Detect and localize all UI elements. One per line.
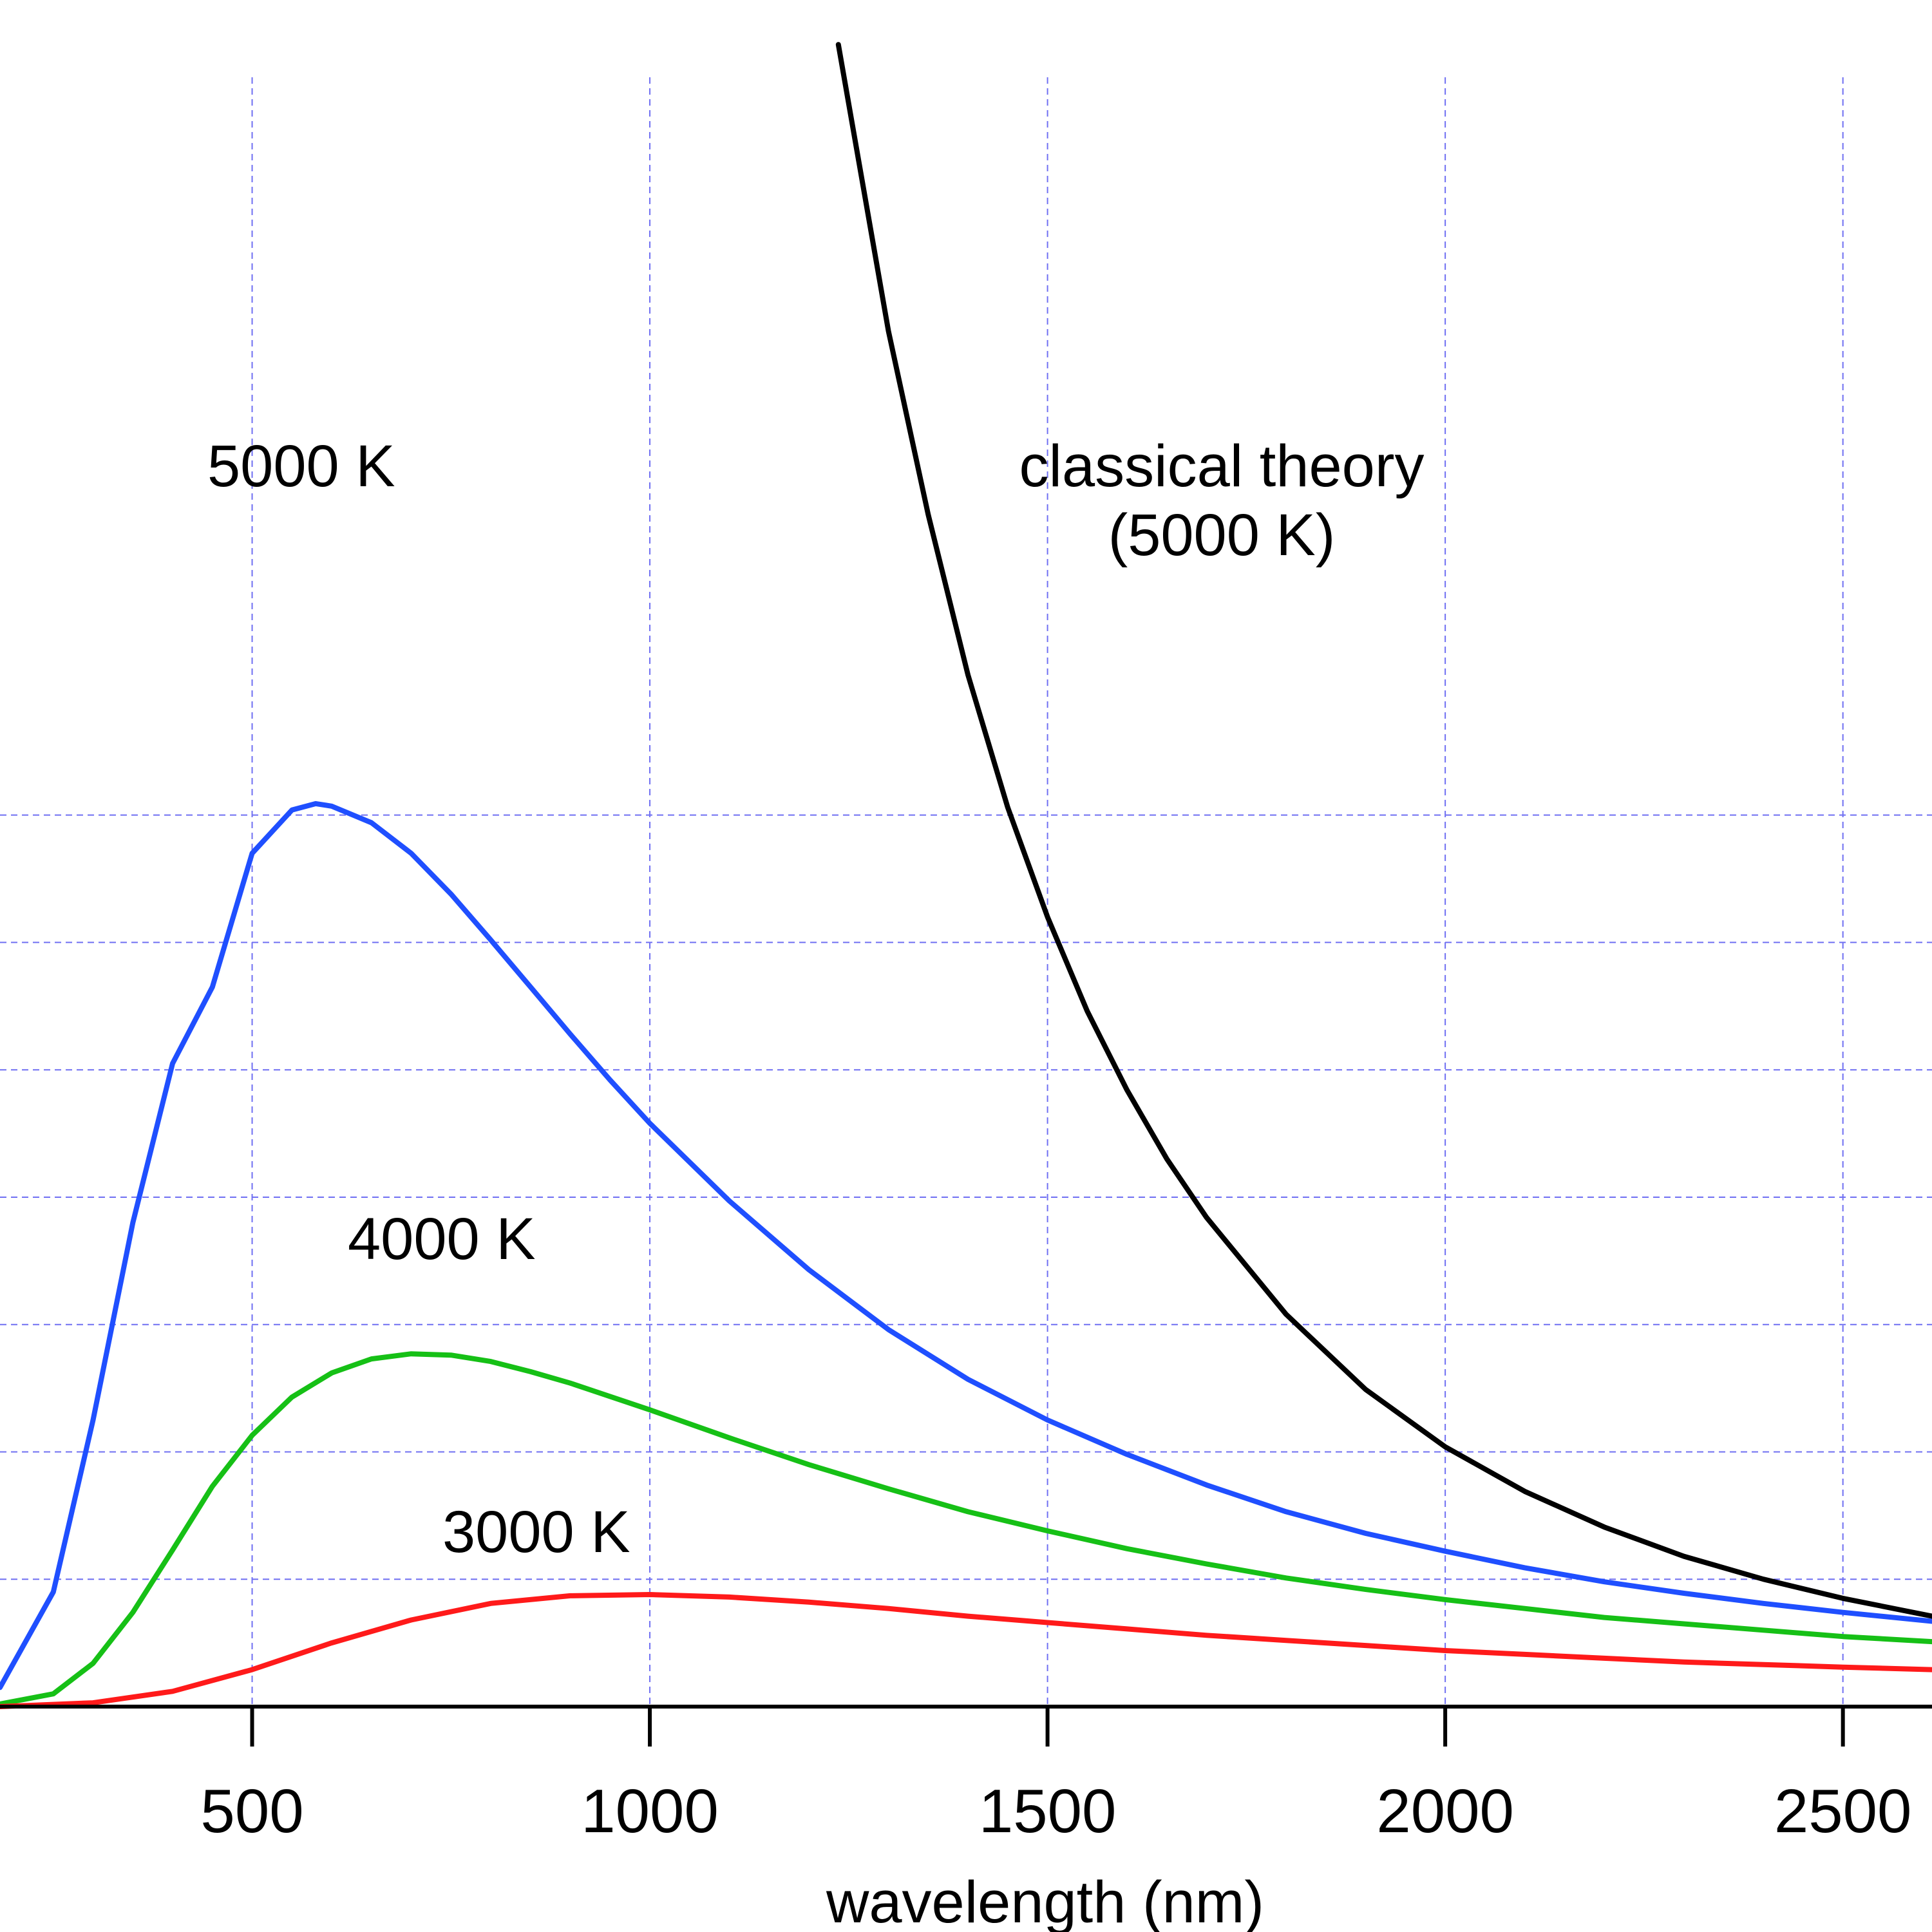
x-tick-label-1500: 1500 [979,1777,1117,1846]
x-axis-label: wavelength (nm) [826,1870,1264,1932]
curve-classical-5000k [835,42,1932,1619]
label-3000k: 3000 K [442,1499,630,1565]
curves [0,42,1932,1709]
x-tick-label-1000: 1000 [581,1777,719,1846]
curve-4000k [0,1351,1932,1707]
label-classical-line2: (5000 K) [1108,502,1336,568]
x-tick-label-2000: 2000 [1376,1777,1514,1846]
curve-3000k [0,1592,1932,1709]
grid [0,77,1932,1707]
label-4000k: 4000 K [348,1206,536,1272]
x-tick-label-500: 500 [200,1777,303,1846]
x-ticks: 500 1000 1500 2000 2500 [200,1707,1911,1846]
curve-5000k [0,800,1932,1690]
label-5000k: 5000 K [207,433,395,499]
x-tick-label-2500: 2500 [1774,1777,1912,1846]
label-classical-line1: classical theory [1019,433,1425,499]
